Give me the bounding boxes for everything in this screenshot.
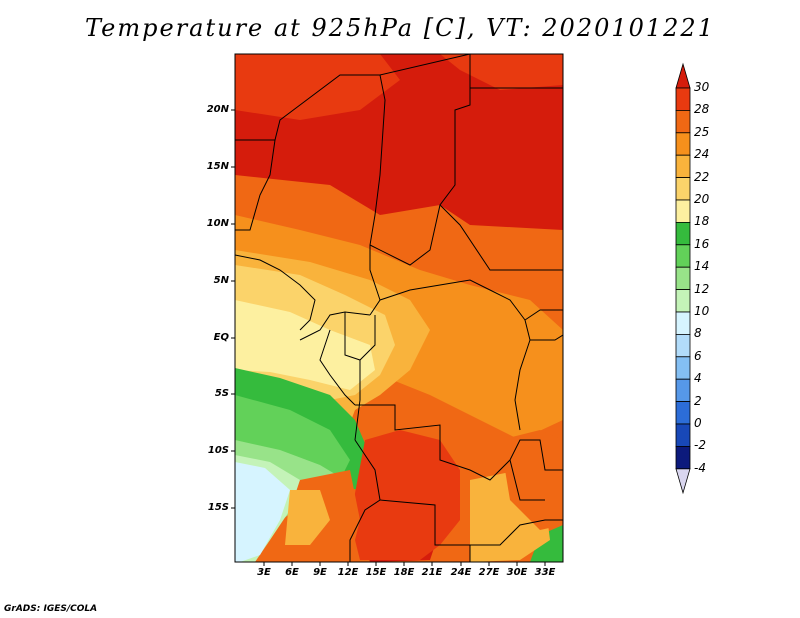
temp-band-sky (235, 462, 290, 562)
colorbar-segment (675, 221, 691, 246)
lon-label-15e: 15E (365, 567, 387, 578)
colorbar-label: 16 (694, 236, 710, 251)
colorbar-label: -4 (694, 460, 706, 475)
temp-band-se-warm (500, 430, 563, 530)
temp-band-south-warm (350, 430, 460, 560)
lat-label-10n: 10N (206, 218, 229, 229)
colorbar-label: 24 (694, 147, 710, 162)
lon-label-9e: 9E (313, 567, 327, 578)
colorbar-segment (675, 266, 691, 291)
colorbar-segment (675, 199, 691, 223)
lat-label-10s: 10S (207, 445, 229, 456)
lon-label-12e: 12E (337, 567, 359, 578)
temp-band-se-green (530, 525, 563, 562)
colorbar-segment (675, 311, 691, 335)
axis-ticks (231, 109, 546, 566)
colorbar-label: 20 (694, 192, 710, 206)
colorbar-label: 0 (694, 416, 702, 430)
colorbar-segment (675, 110, 691, 134)
lon-label-3e: 3E (257, 567, 271, 578)
lat-label-5s: 5S (214, 388, 229, 399)
lat-label-15n: 15N (206, 161, 229, 172)
lon-label-33e: 33E (534, 567, 556, 578)
lon-label-21e: 21E (421, 567, 443, 578)
colorbar-segment (675, 177, 691, 201)
lat-label-15s: 15S (207, 502, 229, 513)
temp-band-pale-yellow (235, 300, 375, 390)
lon-label-6e: 6E (285, 567, 299, 578)
lat-label-20n: 20N (206, 104, 229, 115)
colorbar-segment (675, 356, 691, 380)
colorbar-label: 14 (694, 259, 710, 274)
colorbar-segment (675, 401, 691, 425)
colorbar-segment (675, 333, 691, 358)
colorbar-segment (675, 154, 691, 178)
map-frame (234, 53, 564, 563)
lon-label-24e: 24E (450, 567, 472, 578)
temp-band-south-tepid (285, 490, 330, 545)
country-borders (235, 54, 563, 562)
colorbar-label: 18 (694, 214, 710, 229)
colorbar-label: 28 (694, 102, 710, 117)
footer-credit: GrADS: IGES/COLA (4, 604, 98, 614)
temp-band-hot (235, 54, 563, 120)
chart-title: Temperature at 925hPa [C], VT: 202010122… (85, 14, 715, 42)
colorbar-label: -2 (694, 438, 706, 453)
colorbar (675, 62, 691, 495)
colorbar-label: 8 (694, 326, 702, 341)
colorbar-bottom-arrow (675, 468, 691, 495)
colorbar-top-arrow (675, 62, 691, 89)
colorbar-segment (675, 423, 691, 447)
colorbar-label: 12 (694, 281, 710, 296)
colorbar-label: 4 (694, 371, 702, 386)
colorbar-segment (675, 378, 691, 403)
colorbar-label: 6 (694, 348, 702, 363)
colorbar-label: 30 (694, 80, 710, 94)
lat-label-5n: 5N (213, 275, 229, 286)
lon-label-27e: 27E (478, 567, 500, 578)
colorbar-label: 25 (694, 124, 710, 139)
lon-label-18e: 18E (393, 567, 415, 578)
lon-label-30e: 30E (506, 567, 528, 578)
colorbar-segment (675, 87, 691, 111)
colorbar-label: 22 (694, 169, 710, 184)
lat-label-eq: EQ (213, 332, 229, 343)
colorbar-segment (675, 132, 691, 156)
temperature-field (235, 54, 563, 562)
colorbar-segment (675, 244, 691, 268)
colorbar-label: 10 (694, 304, 710, 318)
colorbar-segment (675, 445, 691, 470)
colorbar-label: 2 (694, 393, 702, 408)
colorbar-segment (675, 289, 691, 313)
